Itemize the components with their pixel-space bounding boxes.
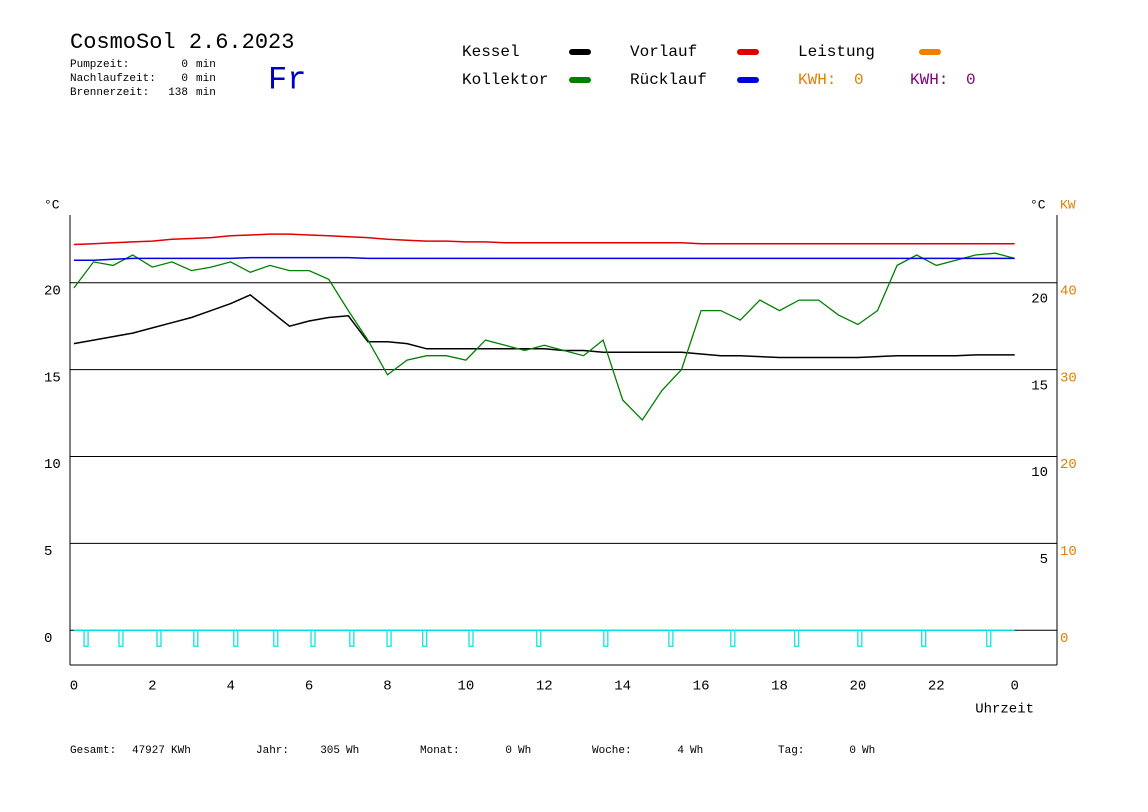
pulse bbox=[536, 629, 542, 647]
kwh-label: KWH: bbox=[910, 71, 948, 89]
pulse bbox=[986, 629, 992, 647]
x-label: Uhrzeit bbox=[975, 702, 1034, 718]
y2-tick-label: 30 bbox=[1060, 370, 1077, 386]
y-tick-label-right: 5 bbox=[1040, 552, 1048, 568]
pulse bbox=[730, 629, 736, 647]
pulse bbox=[921, 629, 927, 647]
x-tick-label: 4 bbox=[227, 679, 235, 695]
x-tick-label: 22 bbox=[928, 679, 945, 695]
total-value: 4 bbox=[677, 745, 684, 757]
pulse bbox=[83, 629, 89, 647]
info-label: Pumpzeit: bbox=[70, 59, 129, 71]
x-tick-label: 0 bbox=[1010, 679, 1018, 695]
total-label: Gesamt: bbox=[70, 745, 116, 757]
series-line bbox=[73, 294, 1015, 359]
pulse bbox=[273, 629, 279, 647]
total-value: 305 bbox=[320, 745, 340, 757]
info-unit: min bbox=[196, 73, 216, 85]
total-label: Tag: bbox=[778, 745, 804, 757]
x-tick-label: 16 bbox=[693, 679, 710, 695]
y2-tick-label: 20 bbox=[1060, 457, 1077, 473]
y-tick-label: 0 bbox=[44, 631, 52, 647]
total-unit: Wh bbox=[518, 745, 531, 757]
x-tick-label: 6 bbox=[305, 679, 313, 695]
pulse bbox=[603, 629, 609, 647]
x-tick-label: 2 bbox=[148, 679, 156, 695]
x-tick-label: 14 bbox=[614, 679, 631, 695]
y-tick-label-right: 15 bbox=[1031, 378, 1048, 394]
total-unit: Wh bbox=[690, 745, 703, 757]
y2-tick-label: 40 bbox=[1060, 283, 1077, 299]
info-unit: min bbox=[196, 87, 216, 99]
pulse bbox=[310, 629, 316, 647]
x-tick-label: 0 bbox=[70, 679, 78, 695]
total-unit: Wh bbox=[862, 745, 875, 757]
y-tick-label-right: 20 bbox=[1031, 291, 1048, 307]
info-unit: min bbox=[196, 59, 216, 71]
pulse bbox=[386, 629, 392, 647]
pulse bbox=[857, 629, 863, 647]
kwh-label: KWH: bbox=[798, 71, 836, 89]
info-value: 0 bbox=[181, 73, 188, 85]
legend-label: Vorlauf bbox=[630, 43, 697, 61]
total-value: 0 bbox=[849, 745, 856, 757]
x-tick-label: 8 bbox=[383, 679, 391, 695]
total-label: Monat: bbox=[420, 745, 460, 757]
y2-unit: KW bbox=[1060, 197, 1076, 212]
series-line bbox=[73, 252, 1015, 422]
pulse bbox=[156, 629, 162, 647]
total-label: Jahr: bbox=[256, 745, 289, 757]
total-value: 47927 bbox=[132, 745, 165, 757]
info-label: Nachlaufzeit: bbox=[70, 73, 156, 85]
day: Fr bbox=[268, 61, 306, 98]
y-tick-label: 15 bbox=[44, 370, 61, 386]
pulse bbox=[118, 629, 124, 647]
y2-tick-label: 10 bbox=[1060, 544, 1077, 560]
pulse bbox=[193, 629, 199, 647]
x-tick-label: 20 bbox=[849, 679, 866, 695]
y-tick-label-right: 10 bbox=[1031, 465, 1048, 481]
y-tick-label: 20 bbox=[44, 283, 61, 299]
total-label: Woche: bbox=[592, 745, 632, 757]
y2-label: °C bbox=[1030, 197, 1046, 212]
kwh-value: 0 bbox=[966, 71, 976, 89]
y2-tick-label: 0 bbox=[1060, 631, 1068, 647]
x-tick-label: 10 bbox=[457, 679, 474, 695]
info-value: 0 bbox=[181, 59, 188, 71]
pulse bbox=[422, 629, 428, 647]
y-label: °C bbox=[44, 197, 60, 212]
pulse bbox=[349, 629, 355, 647]
pulse bbox=[668, 629, 674, 647]
pulse bbox=[468, 629, 474, 647]
legend-label: Rücklauf bbox=[630, 71, 707, 89]
pulse bbox=[794, 629, 800, 647]
total-unit: Wh bbox=[346, 745, 359, 757]
total-unit: KWh bbox=[171, 745, 191, 757]
legend-label: Kessel bbox=[462, 43, 520, 61]
x-tick-label: 18 bbox=[771, 679, 788, 695]
series-line bbox=[73, 233, 1015, 246]
total-value: 0 bbox=[505, 745, 512, 757]
pulse bbox=[233, 629, 239, 647]
info-label: Brennerzeit: bbox=[70, 87, 149, 99]
series-line bbox=[73, 256, 1015, 261]
kwh-value: 0 bbox=[854, 71, 864, 89]
x-tick-label: 12 bbox=[536, 679, 553, 695]
y-tick-label: 10 bbox=[44, 457, 61, 473]
info-value: 138 bbox=[168, 87, 188, 99]
legend-label: Leistung bbox=[798, 43, 875, 61]
legend-label: Kollektor bbox=[462, 71, 548, 89]
y-tick-label: 5 bbox=[44, 544, 52, 560]
chart-title: CosmoSol 2.6.2023 bbox=[70, 30, 294, 55]
